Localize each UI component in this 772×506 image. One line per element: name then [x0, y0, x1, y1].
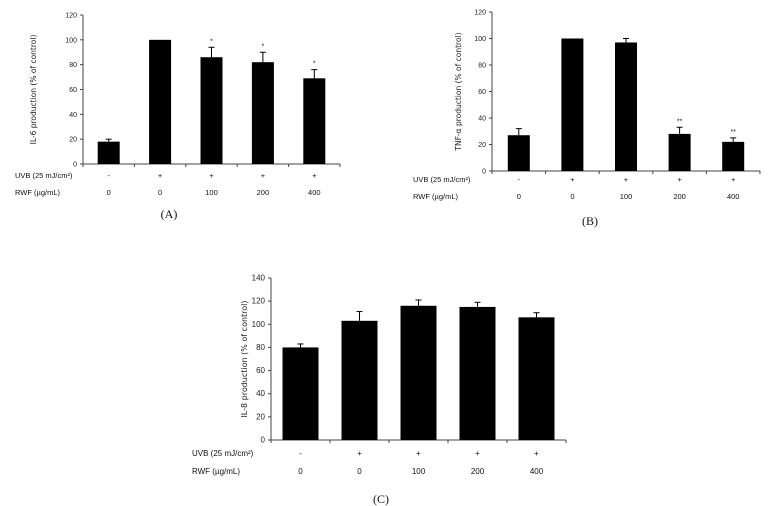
chart-0-rwf-value: 200 — [257, 188, 270, 197]
chart-2-uvb-value: + — [534, 449, 539, 458]
chart-2-rwf-value: 400 — [530, 467, 544, 476]
chart-1-uvb-value: + — [624, 175, 629, 184]
chart-1-y-tick-label: 60 — [478, 89, 486, 96]
chart-1-rwf-value: 0 — [570, 192, 574, 201]
chart-1-bar — [561, 38, 584, 171]
chart-0-y-tick-label: 0 — [73, 162, 77, 169]
chart-0-y-tick-label: 20 — [69, 137, 77, 144]
chart-2-y-tick-label: 140 — [252, 274, 266, 283]
chart-1-bar — [668, 133, 691, 171]
chart-1-bar — [507, 135, 530, 171]
chart-1-y-tick-label: 80 — [478, 63, 486, 70]
chart-0-uvb-value: - — [107, 171, 110, 180]
chart-0-y-tick-label: 60 — [69, 87, 77, 94]
chart-2-rwf-value: 0 — [298, 467, 303, 476]
chart-2-rwf-value: 100 — [412, 467, 426, 476]
chart-1-uvb-value: + — [731, 175, 736, 184]
chart-1-y-tick-label: 120 — [474, 10, 486, 17]
chart-2-uvb-label: UVB (25 mJ/cm²) — [192, 449, 254, 458]
chart-0-significance-marker: * — [262, 43, 265, 50]
chart-1-uvb-value: + — [570, 175, 575, 184]
chart-2-bar — [341, 320, 378, 440]
chart-0-uvb-value: + — [209, 171, 214, 180]
chart-0-uvb-value: + — [312, 171, 317, 180]
chart-2-bar — [400, 305, 437, 440]
chart-1-significance-marker: ** — [730, 129, 736, 136]
chart-1-y-tick-label: 20 — [478, 142, 486, 149]
chart-1-rwf-value: 200 — [673, 192, 686, 201]
chart-2-bar — [459, 306, 496, 440]
chart-0-rwf-label: RWF (µg/mL) — [15, 188, 61, 197]
chart-1-rwf-value: 0 — [517, 192, 521, 201]
chart-0-rwf-value: 400 — [308, 188, 321, 197]
chart-1-rwf-label: RWF (µg/mL) — [413, 192, 459, 201]
chart-2-uvb-value: + — [416, 449, 421, 458]
chart-1-bar — [722, 141, 745, 171]
chart-2-bar — [518, 317, 555, 440]
chart-2-rwf-label: RWF (µg/mL) — [192, 467, 240, 476]
chart-0-significance-marker: * — [210, 38, 213, 45]
chart-0-panel-label: (A) — [161, 207, 178, 221]
chart-2-rwf-value: 0 — [357, 467, 362, 476]
chart-2-y-tick-label: 60 — [256, 366, 265, 375]
chart-0-bar — [97, 141, 120, 164]
chart-0-uvb-value: + — [158, 171, 163, 180]
chart-1-uvb-label: UVB (25 mJ/cm²) — [413, 175, 471, 184]
chart-0-y-tick-label: 80 — [69, 62, 77, 69]
chart-2-y-tick-label: 20 — [256, 412, 265, 421]
chart-2-uvb-value: + — [357, 449, 362, 458]
chart-2-y-tick-label: 100 — [252, 320, 266, 329]
chart-0-bar — [303, 78, 326, 164]
chart-0-rwf-value: 0 — [107, 188, 111, 197]
chart-2-y-tick-label: 0 — [261, 436, 266, 445]
chart-2-y-tick-label: 40 — [256, 389, 265, 398]
chart-1-uvb-value: + — [677, 175, 682, 184]
chart-1-bar — [615, 42, 637, 171]
chart-0-uvb-value: + — [261, 171, 266, 180]
chart-0-bar — [251, 62, 274, 164]
chart-2-y-tick-label: 120 — [252, 297, 266, 306]
chart-2-y-tick-label: 80 — [256, 343, 265, 352]
chart-0-rwf-value: 100 — [205, 188, 218, 197]
chart-1-uvb-value: - — [518, 175, 521, 184]
chart-1-rwf-value: 100 — [620, 192, 633, 201]
chart-1-y-tick-label: 100 — [474, 36, 486, 43]
chart-2-bar — [282, 347, 319, 440]
chart-0-uvb-label: UVB (25 mJ/cm²) — [15, 171, 73, 180]
chart-1-y-tick-label: 40 — [478, 116, 486, 123]
chart-2-uvb-value: + — [475, 449, 480, 458]
chart-0-y-tick-label: 100 — [65, 37, 77, 44]
chart-0-rwf-value: 0 — [158, 188, 162, 197]
chart-2-uvb-value: - — [299, 449, 302, 458]
chart-0-bar — [149, 39, 172, 165]
chart-1-y-axis-title: TNF-α production (% of control) — [454, 32, 463, 151]
chart-1-rwf-value: 400 — [727, 192, 740, 201]
chart-0-bar — [200, 57, 223, 164]
chart-0-y-axis-title: IL-6 production (% of control) — [29, 35, 38, 145]
chart-1-y-tick-label: 0 — [482, 169, 486, 176]
chart-0-significance-marker: * — [313, 61, 316, 68]
chart-2-y-axis-title: IL-8 production (% of control) — [240, 300, 249, 417]
chart-0-y-tick-label: 120 — [65, 13, 77, 20]
chart-0-y-tick-label: 40 — [69, 112, 77, 119]
chart-2-panel-label: (C) — [373, 492, 389, 506]
chart-2-rwf-value: 200 — [471, 467, 485, 476]
chart-1-significance-marker: ** — [677, 118, 683, 125]
chart-1-panel-label: (B) — [582, 214, 598, 228]
